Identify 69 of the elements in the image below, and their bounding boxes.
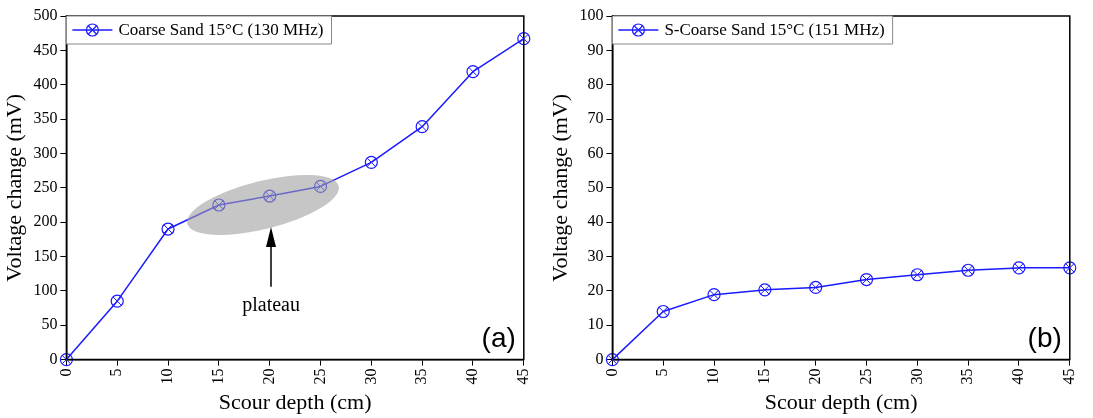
y-tick-label: 250 [33,178,58,195]
annotation: (b) [1027,322,1062,354]
x-tick-label: 15 [755,368,773,385]
point [364,155,378,169]
y-axis-title: Voltage change (mV) [0,93,26,282]
y-tick-label: 50 [587,178,604,195]
y-tick-label: 20 [587,281,604,299]
point [212,198,226,212]
x-tick-label: 35 [412,368,430,385]
point [605,353,619,367]
y-tick-label: 60 [587,143,604,161]
x-tick-label: 20 [259,368,277,385]
y-tick-label: 150 [33,246,58,264]
point [110,294,124,308]
x-tick-label: 45 [1060,368,1077,385]
point [59,353,73,367]
x-tick-label: 25 [856,368,874,385]
x-tick-label: 5 [107,368,125,377]
x-tick-label: 40 [1009,368,1027,385]
x-tick-label: 30 [361,368,379,385]
point [161,222,175,236]
y-tick-label: 70 [587,109,604,127]
point [656,304,670,319]
y-tick-label: 50 [41,315,58,333]
x-tick-label: 35 [958,368,976,385]
point [758,283,772,297]
x-tick-label: 0 [56,368,74,377]
y-tick-label: 40 [587,212,604,230]
point [707,288,721,302]
x-tick-label: 20 [805,368,823,385]
x-tick-label: 45 [514,368,531,385]
point [961,263,975,277]
legend-label: Coarse Sand 15°C (130 MHz) [118,20,324,40]
x-tick-label: 0 [602,368,620,377]
point [1012,261,1026,275]
y-tick-label: 500 [33,6,58,24]
legend-label: S-Coarse Sand 15°C (151 MHz) [664,20,885,40]
annotation: plateau [241,292,301,316]
x-tick-label: 10 [158,368,176,385]
point [263,189,277,203]
y-tick-label: 300 [33,143,58,161]
y-tick-label: 100 [33,281,58,299]
x-axis-title: Scour depth (cm) [764,388,918,414]
y-tick-label: 450 [33,40,58,58]
y-tick-label: 400 [33,74,58,92]
x-tick-label: 5 [653,368,671,377]
point [859,272,874,287]
x-axis-title: Scour depth (cm) [218,388,372,414]
point [910,268,924,282]
point [1063,261,1077,275]
point [517,32,531,46]
y-tick-label: 200 [33,212,58,230]
x-tick-label: 30 [907,368,925,385]
point [313,179,328,194]
x-tick-label: 40 [463,368,481,385]
y-tick-label: 90 [587,40,604,58]
y-tick-label: 30 [587,246,604,264]
point [415,120,429,134]
point [466,65,480,79]
point [809,280,823,295]
x-tick-label: 10 [704,368,722,385]
y-tick-label: 10 [587,315,604,333]
x-tick-label: 15 [209,368,227,385]
y-tick-label: 80 [587,74,604,92]
x-tick-label: 25 [310,368,328,385]
annotation: (a) [481,322,516,354]
y-tick-label: 350 [33,109,58,127]
y-axis-title: Voltage change (mV) [546,93,572,282]
y-tick-label: 100 [579,6,604,24]
